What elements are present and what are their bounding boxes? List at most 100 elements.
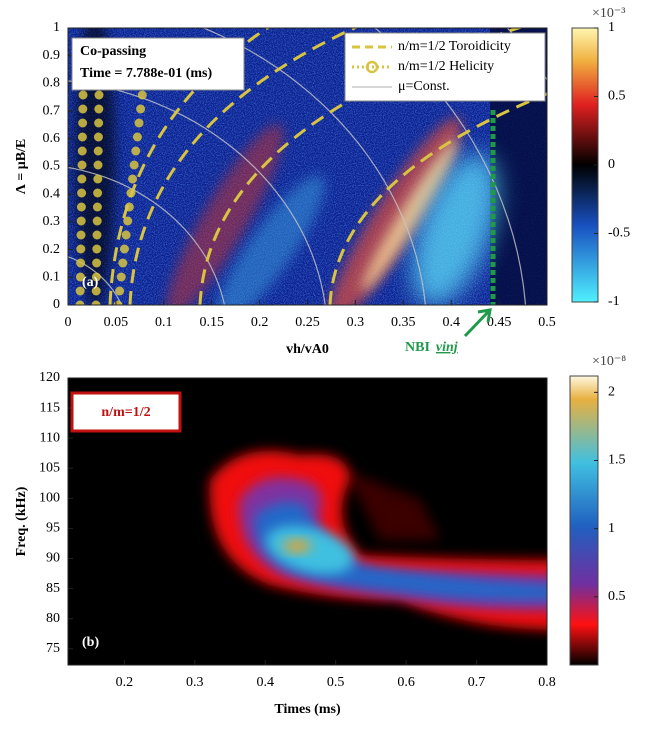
x-axis-label: vh/vA0 <box>286 342 329 357</box>
legend-marker <box>365 60 379 74</box>
x-tick-label: 0.5 <box>327 675 345 690</box>
toroidicity-curve <box>108 28 271 305</box>
y-tick-label: 0.7 <box>43 103 61 118</box>
helicity-marker <box>131 146 141 156</box>
helicity-marker <box>134 118 144 128</box>
colorbar-b <box>569 375 599 666</box>
y-tick-label: 90 <box>46 551 60 566</box>
helicity-marker <box>91 272 101 282</box>
legend-label: n/m=1/2 Helicity <box>398 59 494 74</box>
colorbar-a <box>571 27 599 303</box>
legend-label: n/m=1/2 Toroidicity <box>398 39 511 54</box>
nbi-text: NBI <box>405 340 430 355</box>
colorbar-tick-label: 1 <box>608 20 615 35</box>
y-tick-label: 0.8 <box>43 76 61 91</box>
helicity-marker <box>93 188 103 198</box>
helicity-marker <box>94 104 104 114</box>
y-tick-label: 115 <box>40 400 60 415</box>
y-tick-label: 0.5 <box>43 159 61 174</box>
helicity-marker <box>75 286 85 296</box>
y-tick-label: 0.3 <box>43 214 61 229</box>
mode-box <box>70 391 182 433</box>
x-tick-label: 0.1 <box>155 315 173 330</box>
helicity-marker <box>78 90 88 100</box>
y-tick-label: 105 <box>39 460 60 475</box>
x-tick-label: 0.4 <box>442 315 460 330</box>
x-tick-label: 0.2 <box>116 675 134 690</box>
toroidicity-curve <box>198 28 524 305</box>
helicity-marker <box>91 300 101 305</box>
helicity-marker <box>75 272 85 282</box>
legend-label: μ=Const. <box>398 79 450 94</box>
x-tick-label: 0.25 <box>295 315 320 330</box>
helicity-marker <box>132 132 142 142</box>
x-tick-label: 0.05 <box>104 315 129 330</box>
helicity-marker <box>78 104 88 114</box>
helicity-marker <box>78 118 88 128</box>
helicity-marker <box>91 286 101 296</box>
helicity-marker <box>92 202 102 212</box>
helicity-marker <box>94 90 104 100</box>
mu-const-curve <box>68 166 225 305</box>
y-tick-label: 85 <box>46 581 60 596</box>
x-tick-label: 0.3 <box>186 675 204 690</box>
y-tick-label: 120 <box>39 370 60 385</box>
helicity-marker <box>92 230 102 240</box>
colorbar-tick-label: 1 <box>608 521 615 536</box>
y-tick-label: 1 <box>53 20 60 35</box>
x-tick-label: 0.8 <box>538 675 556 690</box>
info-box <box>71 37 245 91</box>
helicity-marker <box>76 258 86 268</box>
panel-label: (b) <box>82 635 99 650</box>
colorbar-tick-label: 0.5 <box>608 589 626 604</box>
y-tick-label: 0.9 <box>43 48 61 63</box>
x-tick-label: 0.2 <box>251 315 269 330</box>
helicity-marker <box>137 90 147 100</box>
colorbar-tick-label: 2 <box>608 385 615 400</box>
y-tick-label: 100 <box>39 491 60 506</box>
helicity-marker <box>93 146 103 156</box>
helicity-marker <box>92 216 102 226</box>
colorbar-tick-label: -1 <box>608 294 620 309</box>
helicity-marker <box>129 160 139 170</box>
y-tick-label: 0.4 <box>43 186 61 201</box>
nbi-sub: vinj <box>436 340 458 355</box>
x-tick-label: 0.7 <box>468 675 486 690</box>
helicity-marker <box>76 216 86 226</box>
y-tick-label: 75 <box>46 641 60 656</box>
x-tick-label: 0.45 <box>487 315 512 330</box>
helicity-marker <box>77 160 87 170</box>
nbi-label: NBI vinj <box>405 340 458 355</box>
helicity-marker <box>92 258 102 268</box>
axes-frame <box>67 377 548 666</box>
helicity-marker <box>94 118 104 128</box>
x-tick-label: 0.35 <box>391 315 416 330</box>
y-tick-label: 0.6 <box>43 131 61 146</box>
nbi-arrow <box>463 308 492 338</box>
helicity-marker <box>77 132 87 142</box>
helicity-marker <box>118 258 128 268</box>
mu-const-curve <box>202 28 427 305</box>
y-tick-label: 0.1 <box>43 270 61 285</box>
y-tick-label: 0 <box>53 297 60 312</box>
helicity-marker <box>93 174 103 184</box>
y-axis-label: Λ = μB/E <box>14 139 29 195</box>
helicity-marker <box>115 286 125 296</box>
helicity-marker <box>77 146 87 156</box>
x-tick-label: 0.5 <box>538 315 556 330</box>
helicity-marker <box>123 216 133 226</box>
y-axis-label: Freq. (kHz) <box>14 486 29 556</box>
x-tick-label: 0.4 <box>256 675 274 690</box>
y-tick-label: 110 <box>40 430 60 445</box>
helicity-marker <box>116 272 126 282</box>
colorbar-exponent: ×10⁻³ <box>592 6 625 21</box>
colorbar-tick-label: 1.5 <box>608 453 626 468</box>
colorbar-tick-label: 0.5 <box>608 89 626 104</box>
helicity-marker <box>136 104 146 114</box>
x-tick-label: 0.6 <box>397 675 415 690</box>
helicity-marker <box>76 230 86 240</box>
helicity-marker <box>93 160 103 170</box>
y-tick-label: 80 <box>46 611 60 626</box>
x-tick-label: 0.3 <box>347 315 365 330</box>
